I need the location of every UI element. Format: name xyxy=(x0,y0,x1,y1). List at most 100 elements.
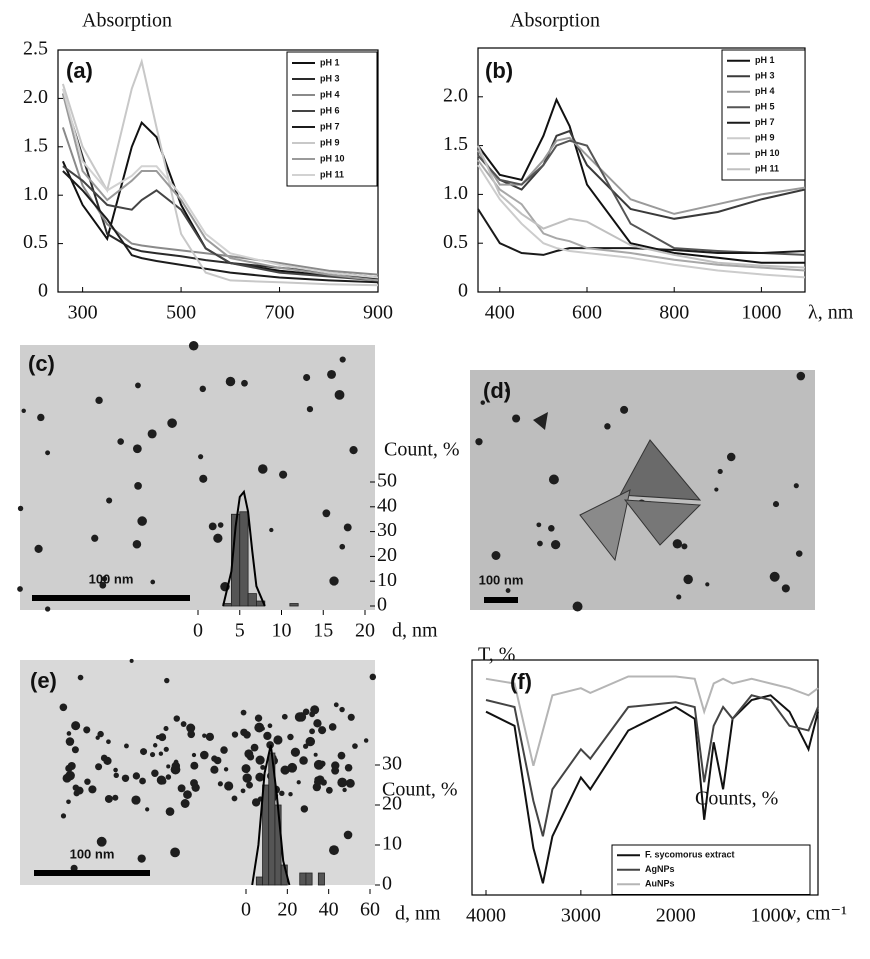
particle xyxy=(343,523,352,532)
x-axis-label: ν, cm⁻¹ xyxy=(787,903,847,925)
particle xyxy=(132,540,142,549)
particle xyxy=(322,509,331,518)
legend-label: pH 7 xyxy=(320,121,340,131)
particle xyxy=(243,730,251,739)
particle xyxy=(260,764,266,770)
particle xyxy=(281,713,288,720)
particle xyxy=(59,703,68,712)
particle xyxy=(199,474,208,483)
particle xyxy=(369,673,377,681)
series-line xyxy=(477,145,806,269)
micrograph xyxy=(20,345,375,610)
particle xyxy=(158,733,167,742)
particle xyxy=(305,736,316,747)
x-tick-label: 2000 xyxy=(656,905,696,927)
y-tick-label: 2.0 xyxy=(443,84,468,106)
x-axis-label: d, nm xyxy=(395,903,441,925)
particle xyxy=(260,726,265,731)
series-line xyxy=(485,694,819,837)
particle xyxy=(290,747,301,757)
particle xyxy=(99,581,107,589)
legend-label: pH 11 xyxy=(755,164,779,174)
x-tick-label: 60 xyxy=(360,899,380,921)
particle xyxy=(183,790,192,799)
particle xyxy=(795,550,803,557)
particle xyxy=(258,464,268,474)
legend xyxy=(721,49,806,181)
legend xyxy=(611,844,811,895)
particle xyxy=(250,743,259,752)
particle xyxy=(217,781,223,787)
particle xyxy=(244,768,249,773)
particle xyxy=(548,474,559,485)
particle xyxy=(132,444,142,454)
particle xyxy=(548,525,555,532)
micrograph xyxy=(20,660,375,885)
particle xyxy=(106,739,111,745)
legend-label: pH 5 xyxy=(755,102,775,112)
particle xyxy=(66,799,71,805)
series-line xyxy=(485,694,819,884)
legend-label: pH 6 xyxy=(320,105,340,115)
particle xyxy=(231,795,238,802)
particle xyxy=(121,774,130,782)
particle xyxy=(287,762,298,773)
particle xyxy=(104,794,113,803)
y-axis-label: Absorption xyxy=(82,10,172,32)
x-tick-label: 40 xyxy=(319,899,339,921)
x-tick-label: 400 xyxy=(485,302,515,324)
y-axis-label: Count, % xyxy=(382,779,458,801)
particle xyxy=(199,750,209,760)
particle xyxy=(681,543,688,550)
legend-label: pH 4 xyxy=(320,89,340,99)
particle xyxy=(159,778,167,785)
legend-label: pH 10 xyxy=(755,148,780,158)
legend-label: pH 1 xyxy=(755,55,775,65)
particle xyxy=(302,708,310,716)
particle xyxy=(306,406,314,413)
particle xyxy=(167,418,177,428)
series-line xyxy=(477,139,806,256)
particle xyxy=(255,772,265,782)
particle xyxy=(683,574,693,585)
particle xyxy=(793,483,799,489)
histogram-bar xyxy=(239,511,249,607)
particle xyxy=(726,452,736,462)
x-tick-label: 15 xyxy=(313,620,333,642)
particle xyxy=(21,408,26,414)
particle xyxy=(66,731,72,736)
particle xyxy=(310,705,320,715)
particle xyxy=(165,807,175,816)
particle xyxy=(620,405,629,414)
y-tick-label: 0 xyxy=(458,280,468,302)
particle xyxy=(220,746,228,754)
particle xyxy=(769,571,780,582)
particle xyxy=(224,781,234,791)
particle xyxy=(198,454,204,460)
particle xyxy=(112,794,119,801)
particle xyxy=(796,371,806,381)
particle xyxy=(17,586,23,592)
particle xyxy=(149,751,156,758)
particle xyxy=(349,446,358,455)
particle xyxy=(225,376,236,387)
crystal xyxy=(579,489,631,562)
particle xyxy=(223,767,229,772)
particle xyxy=(334,389,345,400)
particle xyxy=(113,767,118,773)
particle xyxy=(314,778,322,786)
crystal xyxy=(533,412,548,430)
y-tick-label: 1.0 xyxy=(443,182,468,204)
particle xyxy=(296,780,301,785)
panel-label: (a) xyxy=(66,58,93,83)
particle xyxy=(113,772,119,779)
particle xyxy=(705,582,710,587)
particle xyxy=(512,414,521,423)
legend-label: AgNPs xyxy=(645,864,675,874)
particle xyxy=(165,774,172,780)
y-tick-label: 0.5 xyxy=(443,231,468,253)
particle xyxy=(132,772,141,780)
y-tick-label: 30 xyxy=(382,753,402,775)
series-line xyxy=(61,93,379,282)
particle xyxy=(158,751,164,756)
